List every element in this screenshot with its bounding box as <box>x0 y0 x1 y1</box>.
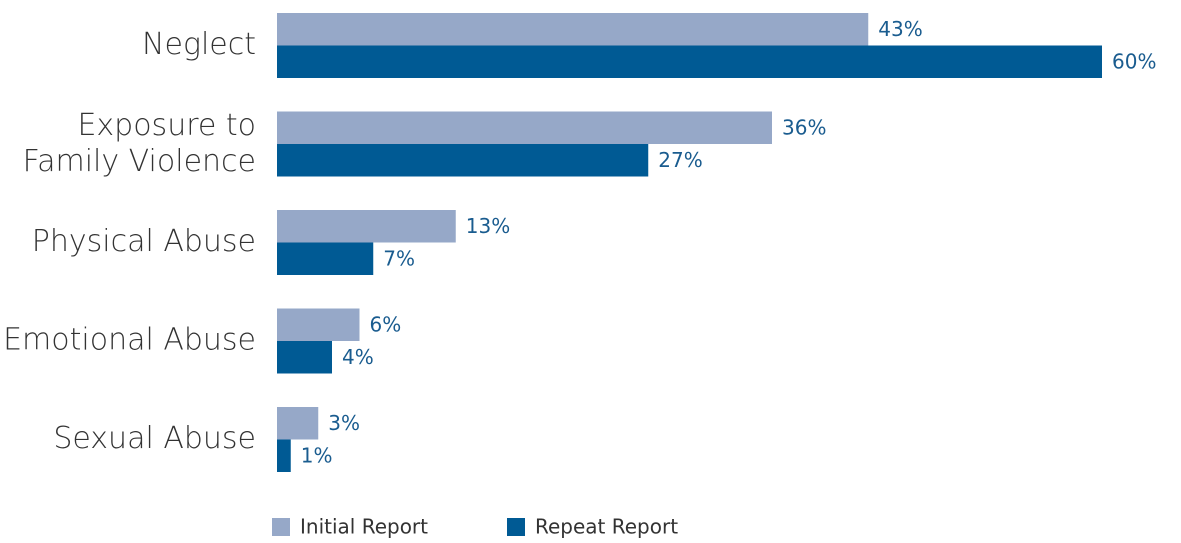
value-label: 27% <box>658 148 702 172</box>
legend-label: Repeat Report <box>535 515 678 539</box>
bar <box>277 308 360 341</box>
legend-label: Initial Report <box>300 515 428 539</box>
bar <box>277 210 456 243</box>
value-label: 1% <box>301 443 333 467</box>
value-label: 3% <box>328 411 360 435</box>
bar <box>277 341 332 374</box>
value-label: 43% <box>878 17 922 41</box>
value-label: 4% <box>342 345 374 369</box>
bar <box>277 439 291 472</box>
bar <box>277 242 374 275</box>
category-label: Neglect <box>142 27 256 62</box>
value-label: 60% <box>1112 49 1156 73</box>
value-label: 13% <box>466 214 510 238</box>
bar <box>277 407 319 440</box>
legend-swatch <box>507 518 525 536</box>
category-label: Sexual Abuse <box>53 421 256 456</box>
value-label: 36% <box>782 115 826 139</box>
bar <box>277 45 1102 78</box>
bar <box>277 111 772 144</box>
bar <box>277 144 649 177</box>
category-label: Emotional Abuse <box>3 323 256 358</box>
category-label: Physical Abuse <box>32 224 256 259</box>
value-label: 6% <box>370 312 402 336</box>
legend-swatch <box>272 518 290 536</box>
category-label: Exposure to Family Violence <box>23 108 256 179</box>
value-label: 7% <box>383 246 415 270</box>
bar <box>277 13 869 46</box>
